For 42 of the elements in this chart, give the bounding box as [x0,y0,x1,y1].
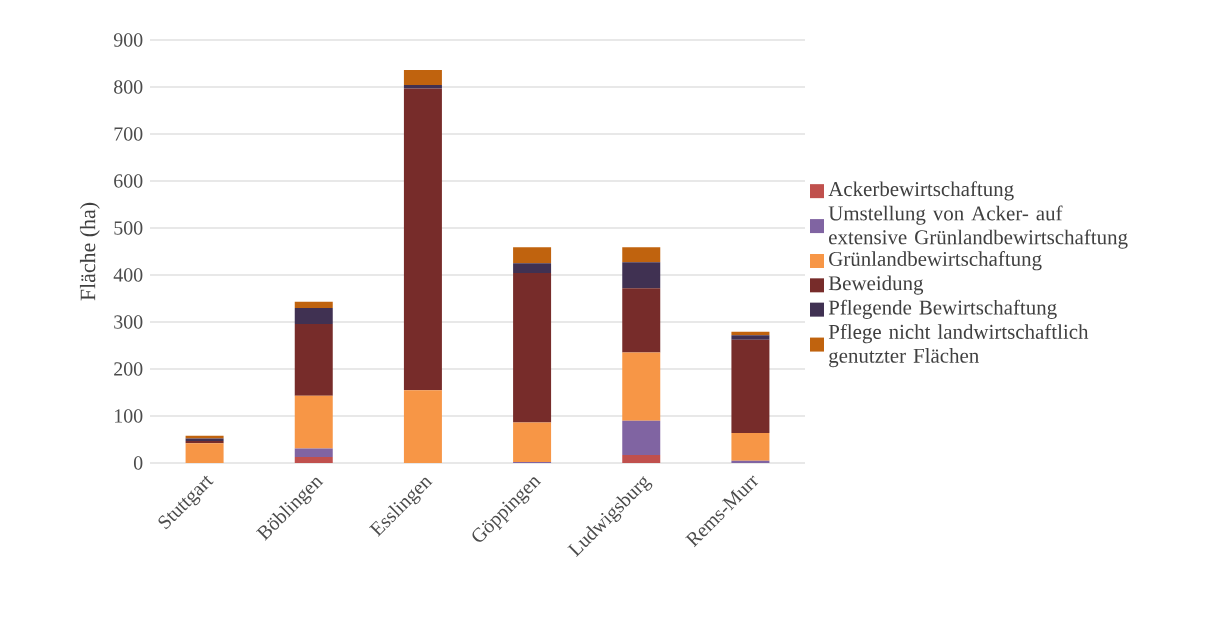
bar [731,432,770,461]
y-axis-title: Fläche (ha) [79,202,100,301]
bar [403,88,442,391]
legend-label: Pflege nicht landwirtschaftlich genutzter Flächen [828,323,1089,368]
bar [403,390,442,463]
bar [294,448,333,457]
y-tick-label: 300 [114,315,143,329]
y-tick-label: 500 [114,221,143,235]
bar [622,420,661,456]
bar [513,247,552,264]
bar [622,288,661,353]
bar [403,70,442,86]
bar [185,443,224,463]
bar [513,263,552,274]
bar [622,352,661,421]
y-tick-label: 900 [113,33,143,47]
y-tick-label: 400 [113,268,143,282]
y-tick-label: 600 [114,174,143,188]
bar [622,247,661,263]
legend-label: Grünlandbewirtschaftung [829,251,1042,271]
bar [294,301,333,308]
bar [294,307,333,324]
y-tick-label: 200 [114,362,143,376]
bar [294,395,333,449]
legend-label: Ackerbewirtschaftung [828,181,1014,201]
bar [731,339,770,433]
bar [294,456,333,463]
bar [513,273,552,423]
bar [622,455,661,463]
legend-label: Umstellung von Acker- auf extensive Grünlandbewirtschaftung [828,205,1128,249]
legend-label: Pflegende Bewirtschaftung [828,299,1057,319]
bar [622,262,661,289]
y-tick-label: 100 [115,409,143,423]
bar [731,331,770,336]
bar [403,85,442,89]
bar [731,335,770,340]
bar [513,422,552,463]
bar [294,323,333,396]
y-tick-label: 0 [133,456,143,470]
legend-label: Beweidung [828,275,924,295]
y-tick-label: 800 [114,80,143,94]
y-tick-label: 700 [114,127,143,141]
